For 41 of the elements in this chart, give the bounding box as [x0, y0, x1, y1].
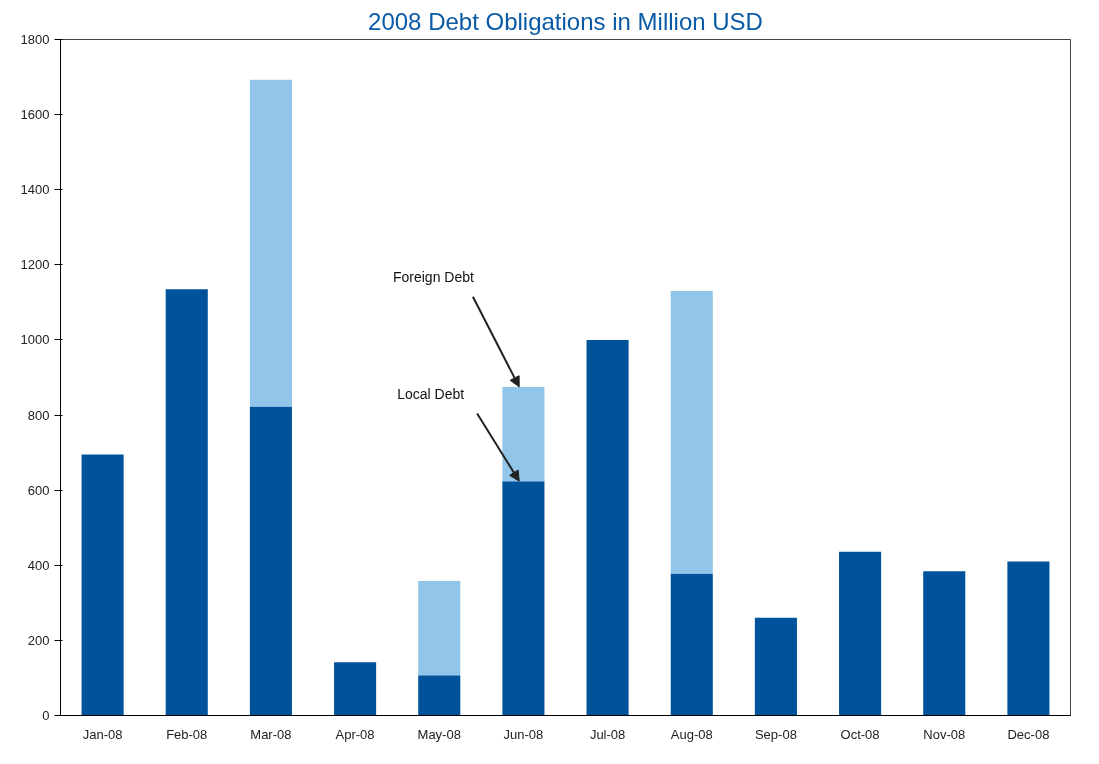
bar [81, 454, 124, 716]
bar [754, 617, 797, 716]
annotation: Foreign Debt [392, 269, 474, 286]
bar [418, 675, 461, 716]
bar [165, 289, 208, 716]
y-tick-label: 800 [27, 407, 50, 423]
bar [334, 662, 377, 716]
bar [586, 339, 629, 716]
x-tick-label: Oct-08 [840, 726, 880, 742]
x-tick-label: Jul-08 [589, 726, 626, 742]
bar [670, 291, 713, 574]
y-tick-label: 0 [42, 708, 50, 723]
x-tick-label: Nov-08 [923, 726, 966, 742]
bar [923, 571, 966, 716]
y-tick-label: 600 [27, 482, 50, 498]
x-tick-label: Feb-08 [166, 726, 208, 742]
bar [502, 386, 545, 482]
annotation: Local Debt [397, 386, 465, 403]
chart-title: 2008 Debt Obligations in Million USD [368, 7, 763, 35]
x-tick-label: Sep-08 [754, 726, 797, 742]
y-tick-label: 1200 [20, 257, 50, 273]
bar [418, 581, 461, 676]
x-tick-label: Mar-08 [250, 726, 292, 742]
bar [249, 406, 292, 716]
x-tick-label: May-08 [417, 726, 461, 742]
bar [502, 481, 545, 716]
y-tick-label: 200 [27, 632, 50, 648]
x-tick-label: Dec-08 [1007, 726, 1050, 742]
y-tick-label: 400 [27, 557, 50, 573]
x-tick-label: Apr-08 [335, 726, 375, 742]
y-tick-label: 1600 [20, 107, 50, 123]
x-tick-label: Jan-08 [82, 726, 123, 742]
bar [839, 551, 882, 716]
x-tick-label: Aug-08 [670, 726, 713, 742]
y-tick-label: 1800 [20, 32, 50, 47]
y-tick-label: 1400 [20, 182, 50, 198]
x-tick-label: Jun-08 [503, 726, 544, 742]
bar [1007, 561, 1050, 716]
bar [670, 573, 713, 716]
bar [249, 79, 292, 407]
y-tick-label: 1000 [20, 332, 50, 348]
